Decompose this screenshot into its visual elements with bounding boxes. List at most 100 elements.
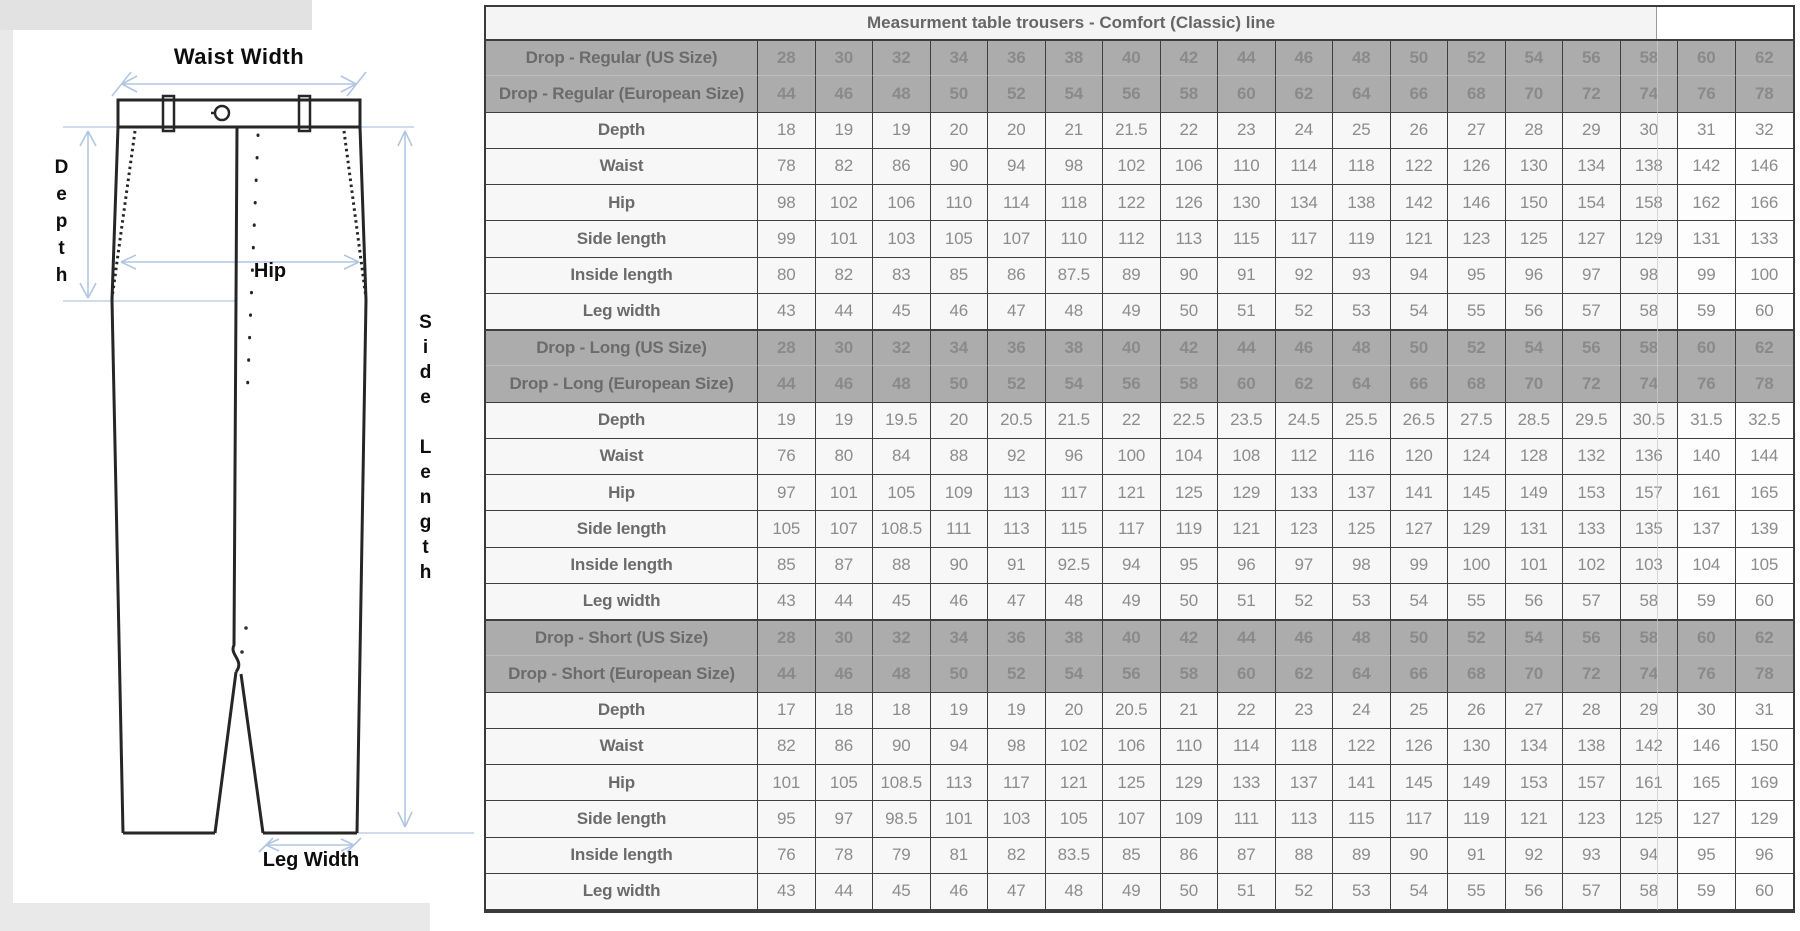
value-cell-short-hip: 129	[1160, 765, 1218, 802]
value-cell-long-waist: 144	[1735, 438, 1793, 475]
value-cell-long-leg-width: 55	[1448, 583, 1506, 620]
size-cell-regular-eu: 76	[1678, 76, 1736, 113]
value-cell-long-side-length: 137	[1678, 511, 1736, 548]
value-cell-regular-depth: 22	[1160, 112, 1218, 149]
size-cell-regular-us: 38	[1045, 40, 1103, 77]
size-cell-short-us: 28	[758, 620, 816, 657]
value-cell-short-depth: 20	[1045, 692, 1103, 729]
value-cell-short-inside-length: 81	[930, 837, 988, 874]
size-cell-regular-eu: 54	[1045, 76, 1103, 113]
value-cell-long-hip: 141	[1390, 475, 1448, 512]
size-cell-long-us: 38	[1045, 330, 1103, 367]
value-cell-short-depth: 23	[1275, 692, 1333, 729]
size-cell-regular-us: 52	[1448, 40, 1506, 77]
value-cell-short-waist: 126	[1390, 728, 1448, 765]
value-cell-regular-waist: 122	[1390, 148, 1448, 185]
value-cell-short-side-length: 129	[1735, 801, 1793, 838]
value-cell-short-inside-length: 82	[988, 837, 1046, 874]
value-cell-long-depth: 28.5	[1505, 402, 1563, 439]
value-cell-long-depth: 21.5	[1045, 402, 1103, 439]
value-cell-regular-side-length: 99	[758, 221, 816, 258]
value-cell-regular-inside-length: 92	[1275, 257, 1333, 294]
value-cell-long-waist: 100	[1103, 438, 1161, 475]
size-cell-long-eu: 50	[930, 366, 988, 403]
value-cell-regular-hip: 106	[873, 185, 931, 222]
size-cell-long-us: 44	[1218, 330, 1276, 367]
value-cell-regular-side-length: 103	[873, 221, 931, 258]
value-cell-long-side-length: 119	[1160, 511, 1218, 548]
value-cell-short-side-length: 107	[1103, 801, 1161, 838]
size-cell-long-us: 34	[930, 330, 988, 367]
value-cell-regular-leg-width: 51	[1218, 293, 1276, 330]
size-cell-regular-eu: 60	[1218, 76, 1276, 113]
value-cell-long-inside-length: 91	[988, 547, 1046, 584]
value-cell-short-hip: 169	[1735, 765, 1793, 802]
row-label-regular-hip: Hip	[486, 185, 758, 222]
value-cell-regular-side-length: 107	[988, 221, 1046, 258]
value-cell-short-depth: 30	[1678, 692, 1736, 729]
value-cell-short-hip: 101	[758, 765, 816, 802]
value-cell-long-hip: 165	[1735, 475, 1793, 512]
size-cell-short-us: 32	[873, 620, 931, 657]
value-cell-long-side-length: 133	[1563, 511, 1621, 548]
value-cell-short-hip: 145	[1390, 765, 1448, 802]
measurement-table: Measurment table trousers - Comfort (Cla…	[484, 5, 1795, 913]
value-cell-long-leg-width: 52	[1275, 583, 1333, 620]
value-cell-short-waist: 114	[1218, 728, 1276, 765]
waist-width-arrow	[111, 71, 367, 97]
row-label-regular-eu: Drop - Regular (European Size)	[486, 76, 758, 113]
size-cell-regular-eu: 72	[1563, 76, 1621, 113]
value-cell-regular-depth: 25	[1333, 112, 1391, 149]
value-cell-long-hip: 121	[1103, 475, 1161, 512]
value-cell-regular-hip: 142	[1390, 185, 1448, 222]
value-cell-short-inside-length: 83.5	[1045, 837, 1103, 874]
size-cell-short-eu: 56	[1103, 656, 1161, 693]
size-cell-long-eu: 58	[1160, 366, 1218, 403]
value-cell-regular-leg-width: 52	[1275, 293, 1333, 330]
value-cell-short-hip: 125	[1103, 765, 1161, 802]
value-cell-long-depth: 19.5	[873, 402, 931, 439]
value-cell-long-hip: 137	[1333, 475, 1391, 512]
size-cell-short-us: 60	[1678, 620, 1736, 657]
value-cell-regular-inside-length: 94	[1390, 257, 1448, 294]
value-cell-regular-depth: 29	[1563, 112, 1621, 149]
size-cell-short-us: 48	[1333, 620, 1391, 657]
value-cell-long-inside-length: 103	[1620, 547, 1678, 584]
value-cell-long-side-length: 125	[1333, 511, 1391, 548]
size-cell-short-eu: 62	[1275, 656, 1333, 693]
value-cell-long-leg-width: 53	[1333, 583, 1391, 620]
size-cell-regular-eu: 70	[1505, 76, 1563, 113]
value-cell-long-hip: 125	[1160, 475, 1218, 512]
value-cell-short-inside-length: 87	[1218, 837, 1276, 874]
value-cell-short-side-length: 125	[1620, 801, 1678, 838]
size-cell-regular-us: 44	[1218, 40, 1276, 77]
size-cell-regular-us: 36	[988, 40, 1046, 77]
value-cell-short-depth: 29	[1620, 692, 1678, 729]
row-label-long-side-length: Side length	[486, 511, 758, 548]
size-cell-regular-eu: 64	[1333, 76, 1391, 113]
table-grid: Drop - Regular (US Size) 28 30 32 34 36 38 40 42…	[486, 40, 1793, 910]
size-cell-long-us: 40	[1103, 330, 1161, 367]
value-cell-regular-side-length: 110	[1045, 221, 1103, 258]
value-cell-short-waist: 86	[815, 728, 873, 765]
value-cell-short-depth: 17	[758, 692, 816, 729]
value-cell-short-waist: 94	[930, 728, 988, 765]
value-cell-short-leg-width: 46	[930, 873, 988, 910]
side-length-arrow	[397, 130, 413, 828]
value-cell-long-waist: 84	[873, 438, 931, 475]
value-cell-short-side-length: 97	[815, 801, 873, 838]
value-cell-short-inside-length: 92	[1505, 837, 1563, 874]
value-cell-long-hip: 105	[873, 475, 931, 512]
value-cell-long-waist: 88	[930, 438, 988, 475]
size-cell-regular-us: 50	[1390, 40, 1448, 77]
value-cell-short-hip: 117	[988, 765, 1046, 802]
size-cell-short-eu: 76	[1678, 656, 1736, 693]
value-cell-short-inside-length: 86	[1160, 837, 1218, 874]
value-cell-long-leg-width: 48	[1045, 583, 1103, 620]
label-hip: Hip	[253, 260, 287, 282]
size-cell-short-us: 34	[930, 620, 988, 657]
value-cell-short-hip: 133	[1218, 765, 1276, 802]
value-cell-regular-depth: 31	[1678, 112, 1736, 149]
value-cell-regular-hip: 166	[1735, 185, 1793, 222]
value-cell-long-hip: 133	[1275, 475, 1333, 512]
